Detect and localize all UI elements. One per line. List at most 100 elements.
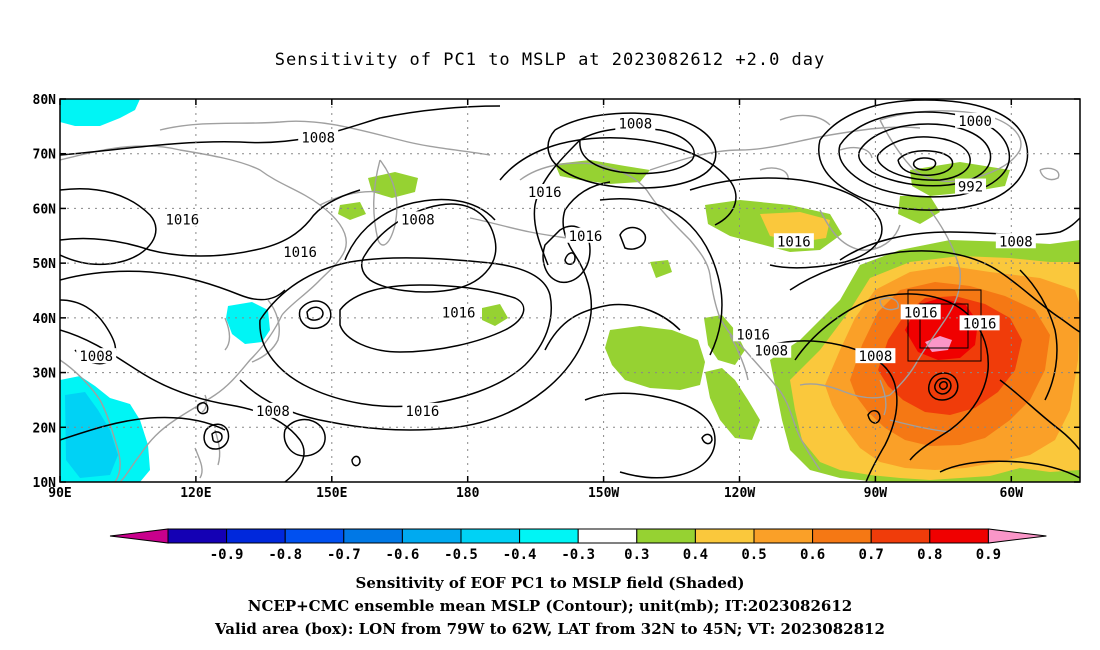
coast-greenland (879, 110, 1022, 183)
contour-greenland-2 (838, 111, 1011, 198)
coast-na-east (889, 209, 962, 396)
colorbar-tick-label: -0.4 (503, 547, 537, 563)
coast-baja (729, 334, 749, 381)
contour-label-bg (524, 184, 565, 200)
colorbar-segment (812, 528, 872, 544)
colorbar-segment (870, 528, 931, 544)
contour-1008-sea (60, 329, 305, 482)
contour-label: 1008 (618, 117, 652, 133)
contour-label-bg (162, 211, 203, 227)
coast-indochina (60, 359, 121, 482)
lat-label: 60N (33, 202, 57, 217)
shade-pos-baja (704, 315, 745, 365)
contour-label-bg (959, 315, 1000, 331)
contour-label-bg (955, 112, 996, 128)
coast-japan (251, 299, 280, 363)
lat-label: 80N (33, 93, 57, 108)
colorbar-segment (694, 528, 755, 544)
colorbar-tick-label: 0.3 (624, 547, 649, 563)
colorbar-segment (460, 528, 521, 544)
gridlines (60, 99, 1080, 482)
contour-1008-alaska (547, 112, 717, 189)
coast-lakes (879, 297, 899, 311)
contour-low-okhotsk (360, 203, 497, 293)
colorbar-tick-label: 0.4 (683, 547, 708, 563)
lat-label: 20N (33, 421, 57, 436)
contour-1016-big (259, 257, 552, 408)
contour-1016-atl-s (999, 379, 1080, 451)
negative-shading (60, 99, 270, 482)
contour-greenland-3 (858, 123, 992, 187)
lon-label: 120W (724, 486, 755, 501)
plot-frame (59, 98, 1081, 483)
contour-label-bg (955, 178, 987, 194)
lon-label: 180 (456, 486, 480, 501)
contour-greenland-outer (818, 99, 1029, 211)
contour-1016-pac-e2 (619, 226, 647, 250)
shade-pos-pacific-a (605, 326, 705, 390)
coast-arctic-asia (159, 120, 491, 156)
contour-1016-alaska (499, 137, 737, 226)
coast-asia-north (60, 145, 347, 316)
contour-low-small (351, 455, 361, 467)
colorbar-segment (519, 528, 579, 544)
contour-label: 1008 (301, 130, 335, 146)
colorbar-tick-label: 0.8 (917, 547, 942, 563)
contour-label: 1008 (79, 349, 113, 365)
contour-label-bg (855, 348, 896, 364)
coast-florida (879, 379, 887, 416)
contour-label: 1016 (442, 305, 476, 321)
contour-1016-pac-mid (544, 303, 681, 351)
contour-1016-high (339, 284, 525, 353)
contour-1008-pac (60, 416, 226, 441)
lon-axis: 90E 120E 150E 180 150W 120W 90W 60W (48, 99, 1023, 501)
lon-label: 120E (180, 486, 211, 501)
coast-caribbean (889, 419, 951, 433)
contour-label: 1016 (736, 327, 770, 343)
colorbar-tick-label: 0.7 (859, 547, 884, 563)
contour-label-bg (402, 402, 443, 418)
colorbar-segment (343, 528, 403, 544)
contour-1016-ring (564, 252, 576, 265)
contour-label-bg (397, 211, 438, 227)
contour-label-bg (298, 129, 339, 145)
contour-1016-asia (60, 187, 157, 266)
colorbar-tick-label: -0.3 (561, 547, 595, 563)
colorbar: -0.9 -0.8 -0.7 -0.6 -0.5 -0.4 -0.3 0.3 0.4 0.5 0.6… (109, 528, 1047, 563)
caption-valid-area: Valid area (box): LON from 79W to 62W, L… (215, 620, 885, 638)
contour-label-bg (438, 304, 479, 320)
coastlines (60, 110, 1060, 482)
colorbar-segment (636, 528, 696, 544)
lat-label: 70N (33, 148, 57, 163)
contour-label: 1016 (904, 305, 938, 321)
colorbar-segment (929, 528, 989, 544)
contour-low-pac-s (283, 418, 326, 457)
colorbar-segment (753, 528, 814, 544)
map-title: Sensitivity of PC1 to MSLP at 2023082612… (274, 50, 826, 70)
contour-1016-pac-w (239, 181, 611, 431)
shade-neg-arctic (60, 99, 140, 126)
contour-label-bg (733, 326, 774, 342)
caption-shading: Sensitivity of EOF PC1 to MSLP field (Sh… (355, 574, 745, 592)
lon-label: 60W (1000, 486, 1024, 501)
lon-label: 150W (588, 486, 619, 501)
contour-1008-nw (344, 198, 496, 261)
contour-label: 1008 (256, 404, 290, 420)
coast-kamchatka (373, 159, 398, 246)
contour-1016-atl-n (789, 250, 1080, 333)
contour-low-hurricane-3 (938, 381, 948, 390)
shade-neg-japan (226, 302, 270, 344)
contour-1016-pac-2 (533, 139, 581, 266)
contour-1008-atl (839, 217, 1080, 261)
contour-label: 1016 (283, 245, 317, 261)
colorbar-over-triangle (987, 528, 1047, 544)
contour-label: 1016 (406, 404, 440, 420)
contour-low-pac-e (701, 433, 713, 445)
shade-pos-pacific-b (482, 304, 508, 326)
colorbar-segment (577, 528, 638, 544)
contour-low-fl (867, 410, 881, 424)
contour-low-hurricane-1 (928, 372, 959, 401)
coast-korea (224, 317, 231, 351)
contour-atl-e (1019, 269, 1058, 401)
